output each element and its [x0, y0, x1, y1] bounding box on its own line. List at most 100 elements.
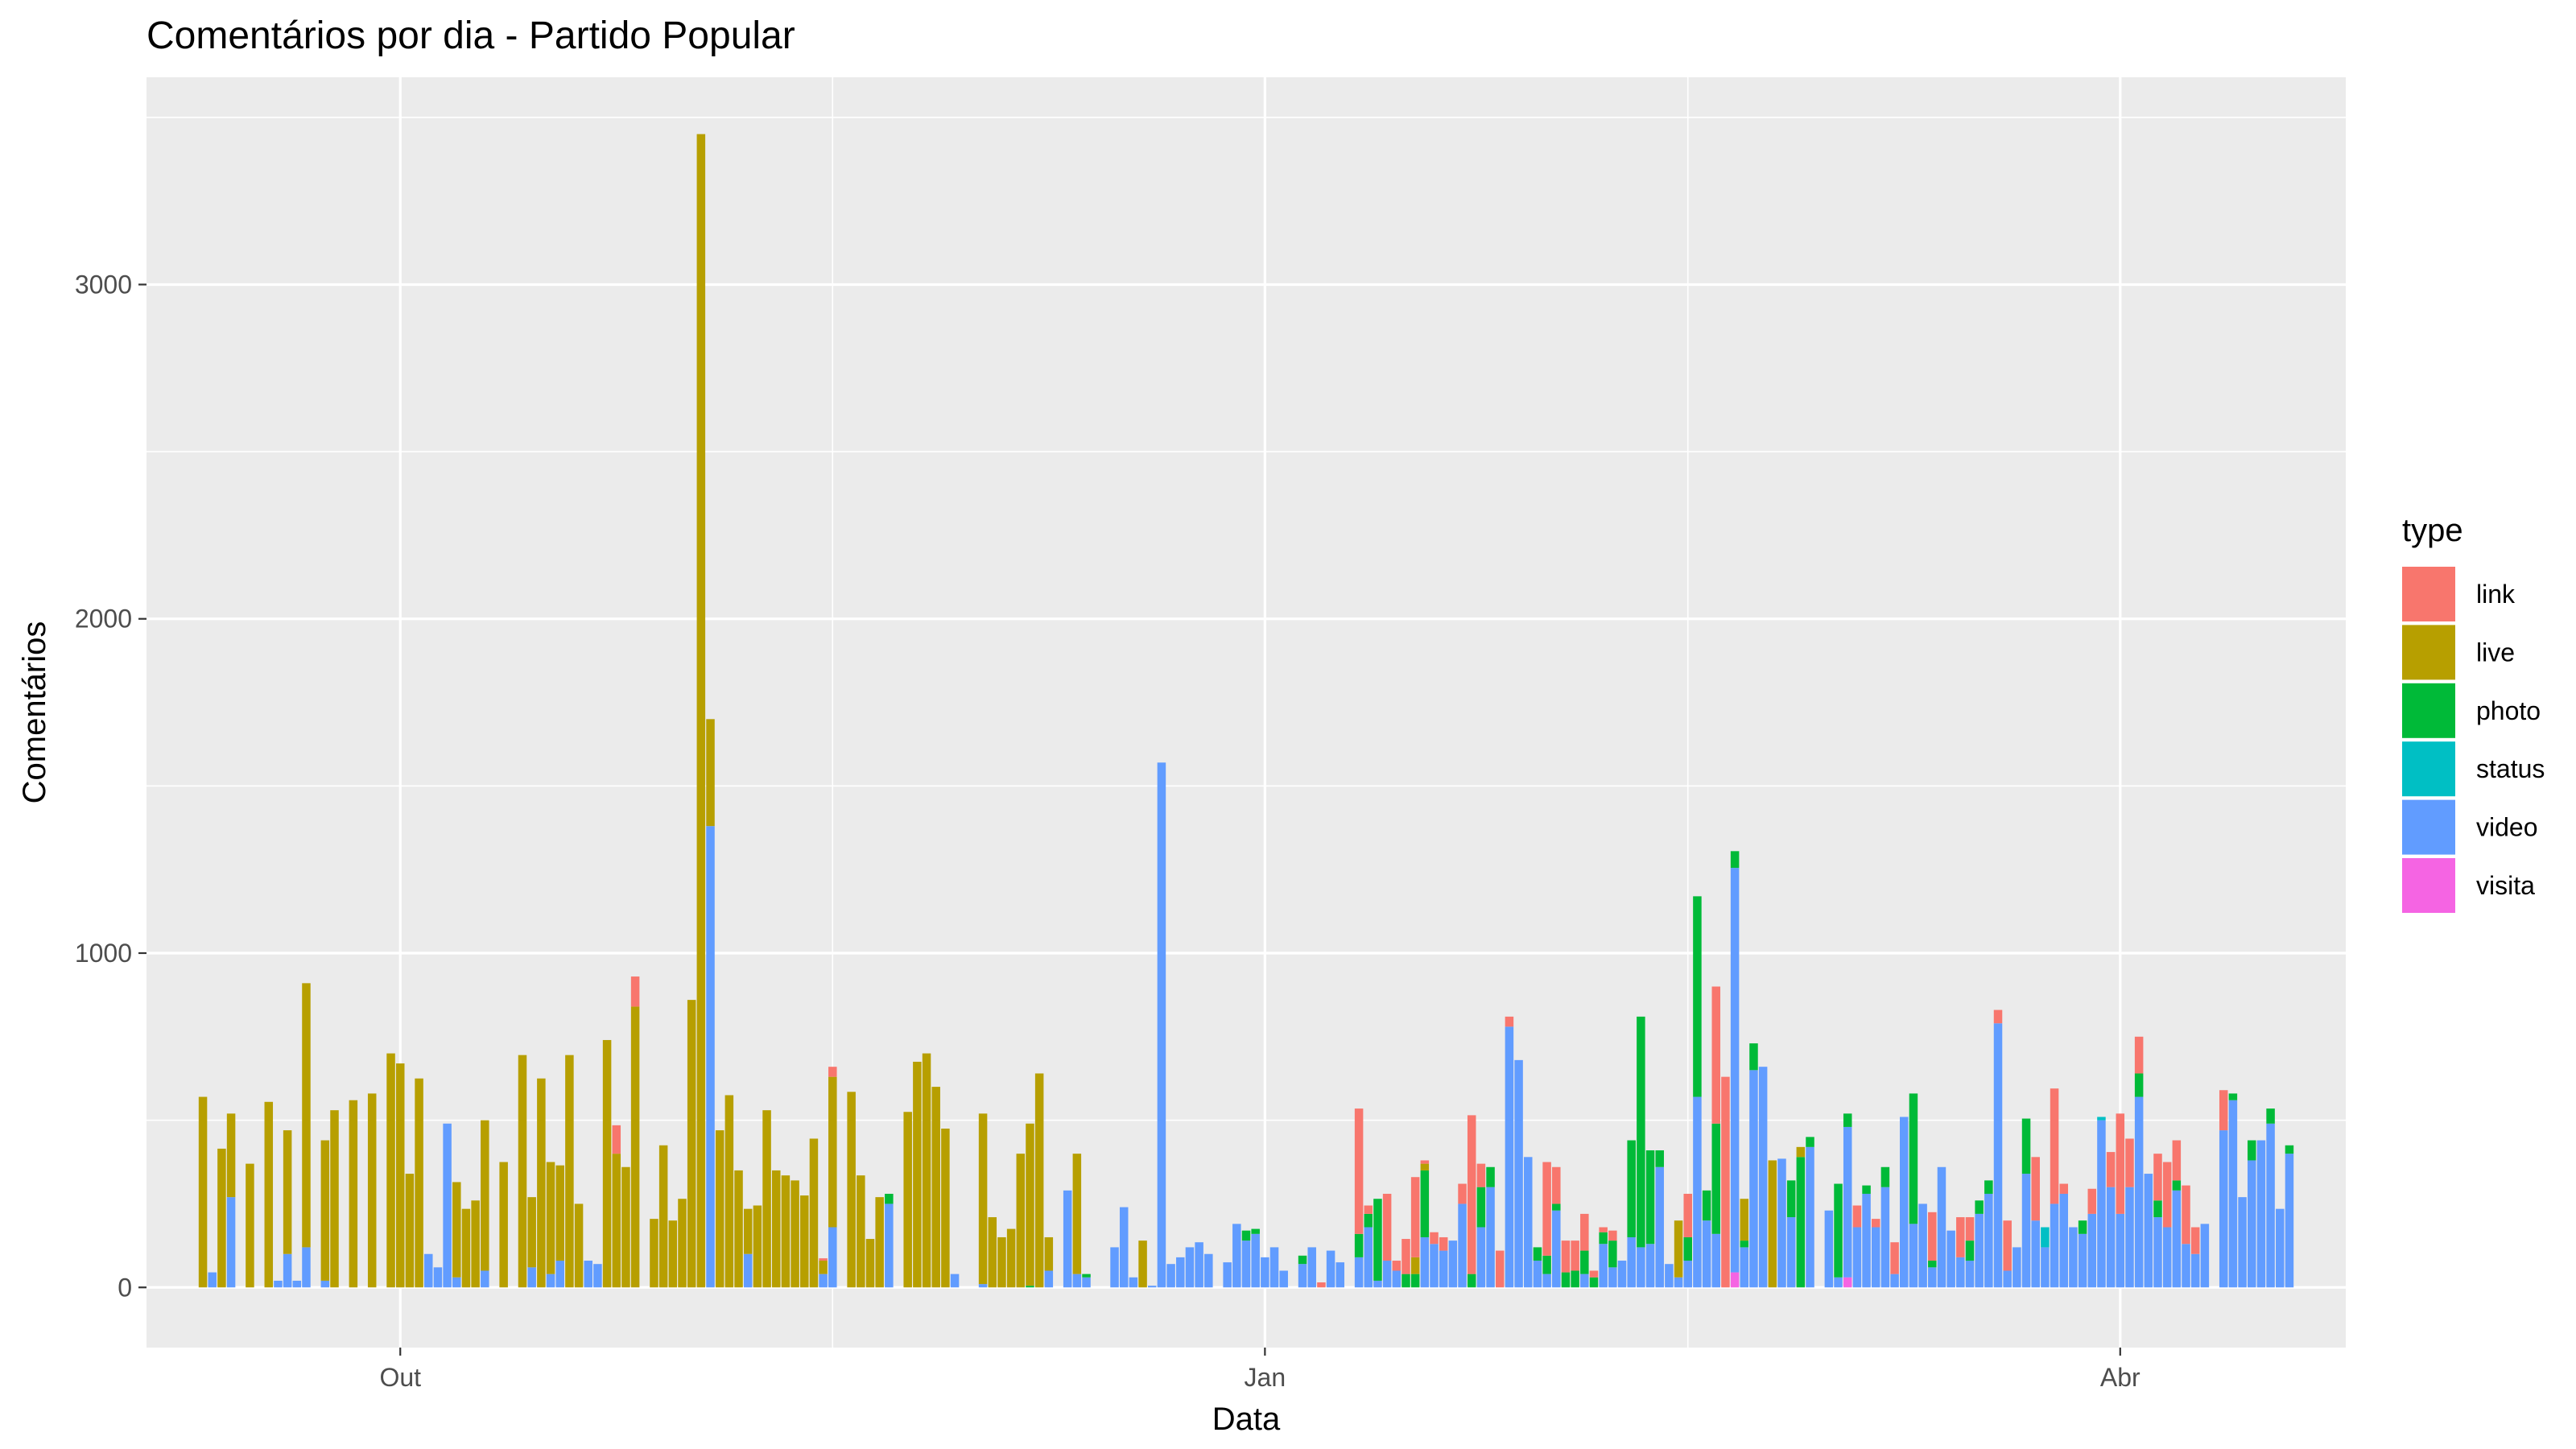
- bar-segment-link: [1420, 1160, 1430, 1164]
- bar-segment-photo: [2247, 1140, 2256, 1161]
- bar-segment-video: [1824, 1210, 1834, 1288]
- bar-segment-photo: [1467, 1274, 1476, 1288]
- bar-segment-photo: [1834, 1183, 1843, 1278]
- bar-segment-video: [1063, 1190, 1072, 1288]
- bar-segment-video: [1937, 1166, 1946, 1288]
- bar-segment-video: [1364, 1227, 1373, 1288]
- bar-segment-live: [650, 1219, 658, 1288]
- bar-segment-photo: [1599, 1232, 1608, 1245]
- bar-segment-photo: [885, 1193, 894, 1204]
- bar-segment-video: [1852, 1227, 1862, 1288]
- bar-segment-video: [481, 1270, 489, 1288]
- bar-segment-link: [1317, 1282, 1326, 1288]
- bar-segment-photo: [1693, 896, 1702, 1097]
- bar-segment-photo: [1711, 1123, 1721, 1234]
- x-tick-label: Jan: [1245, 1363, 1286, 1392]
- bar-segment-video: [1279, 1270, 1288, 1288]
- bar-segment-video: [2069, 1227, 2078, 1288]
- bar-segment-live: [1006, 1228, 1016, 1288]
- bar-segment-live: [696, 134, 706, 1288]
- bar-segment-link: [1430, 1232, 1439, 1245]
- bar-segment-photo: [2172, 1180, 2182, 1191]
- chart-title: Comentários por dia - Partido Popular: [147, 14, 795, 57]
- bar-segment-live: [1016, 1154, 1026, 1288]
- bars: [198, 134, 2294, 1288]
- bar-segment-video: [2125, 1187, 2134, 1288]
- legend-swatch-status: [2402, 741, 2455, 797]
- bar-segment-photo: [1420, 1170, 1430, 1237]
- bar-segment-video: [1627, 1236, 1636, 1288]
- bar-segment-photo: [1571, 1270, 1579, 1288]
- bar-segment-link: [2050, 1088, 2059, 1204]
- bar-segment-live: [546, 1162, 555, 1274]
- bar-segment-video: [1683, 1261, 1692, 1288]
- bar-segment-video: [208, 1272, 217, 1288]
- bar-segment-video: [2050, 1203, 2059, 1288]
- bar-segment-photo: [1796, 1157, 1806, 1288]
- bar-segment-live: [734, 1170, 743, 1288]
- bar-segment-video: [1834, 1277, 1843, 1288]
- bar-segment-live: [1044, 1236, 1054, 1271]
- bar-segment-video: [2031, 1220, 2040, 1288]
- bar-segment-photo: [1786, 1180, 1796, 1218]
- bar-segment-photo: [1608, 1241, 1617, 1268]
- bar-segment-video: [1740, 1247, 1749, 1288]
- bar-segment-video: [1617, 1261, 1627, 1288]
- bar-segment-video: [1711, 1233, 1721, 1288]
- bar-segment-photo: [1251, 1228, 1260, 1234]
- bar-segment-video: [2116, 1213, 2125, 1288]
- legend-label-video: video: [2476, 813, 2538, 842]
- bar-segment-video: [1909, 1224, 1918, 1288]
- bar-segment-live: [630, 1006, 640, 1288]
- bar-segment-live: [819, 1261, 828, 1274]
- bar-segment-link: [2003, 1220, 2012, 1271]
- bar-segment-photo: [1965, 1241, 1975, 1261]
- bar-segment-live: [565, 1055, 574, 1288]
- bar-segment-video: [1862, 1193, 1871, 1288]
- bar-segment-photo: [2021, 1118, 2031, 1174]
- bar-segment-live: [471, 1200, 480, 1288]
- bar-segment-live: [762, 1110, 771, 1288]
- bar-segment-video: [1674, 1277, 1683, 1288]
- bar-segment-live: [499, 1162, 508, 1288]
- bar-segment-live: [913, 1061, 922, 1288]
- legend-label-link: link: [2476, 580, 2516, 609]
- bar-segment-link: [2087, 1188, 2097, 1214]
- bar-segment-video: [2106, 1187, 2116, 1288]
- bar-segment-live: [320, 1140, 330, 1281]
- bar-segment-live: [668, 1220, 678, 1288]
- bar-segment-live: [217, 1148, 226, 1288]
- bar-segment-video: [1552, 1210, 1561, 1288]
- bar-segment-video: [1176, 1257, 1185, 1288]
- bar-segment-video: [274, 1280, 283, 1288]
- bar-segment-video: [1758, 1067, 1768, 1288]
- bar-segment-video: [1505, 1026, 1514, 1288]
- bar-segment-photo: [1476, 1187, 1486, 1228]
- bar-segment-live: [997, 1236, 1006, 1288]
- bar-segment-link: [1589, 1270, 1599, 1278]
- bar-segment-live: [743, 1208, 753, 1254]
- bar-segment-photo: [1702, 1190, 1711, 1221]
- bar-segment-photo: [1627, 1140, 1636, 1237]
- bar-segment-video: [2228, 1100, 2238, 1288]
- bar-segment-video: [2041, 1247, 2050, 1288]
- y-axis: 0 1000 2000 3000: [75, 270, 147, 1302]
- bar-segment-live: [978, 1113, 988, 1285]
- bar-segment-video: [1082, 1277, 1091, 1288]
- bar-segment-video: [2247, 1160, 2256, 1288]
- bar-segment-video: [1458, 1203, 1467, 1288]
- bar-segment-photo: [1806, 1137, 1814, 1147]
- legend-label-visita: visita: [2476, 871, 2535, 900]
- bar-segment-photo: [2228, 1093, 2238, 1100]
- bar-segment-visita: [1730, 1272, 1740, 1288]
- bar-segment-video: [1373, 1280, 1382, 1288]
- bar-segment-live: [330, 1110, 339, 1288]
- bar-segment-live: [452, 1182, 461, 1278]
- bar-segment-video: [1448, 1241, 1458, 1288]
- bar-segment-video: [828, 1227, 837, 1288]
- bar-segment-live: [828, 1076, 837, 1228]
- bar-segment-live: [405, 1174, 415, 1288]
- bar-segment-photo: [1026, 1286, 1034, 1288]
- bar-segment-live: [1410, 1257, 1420, 1274]
